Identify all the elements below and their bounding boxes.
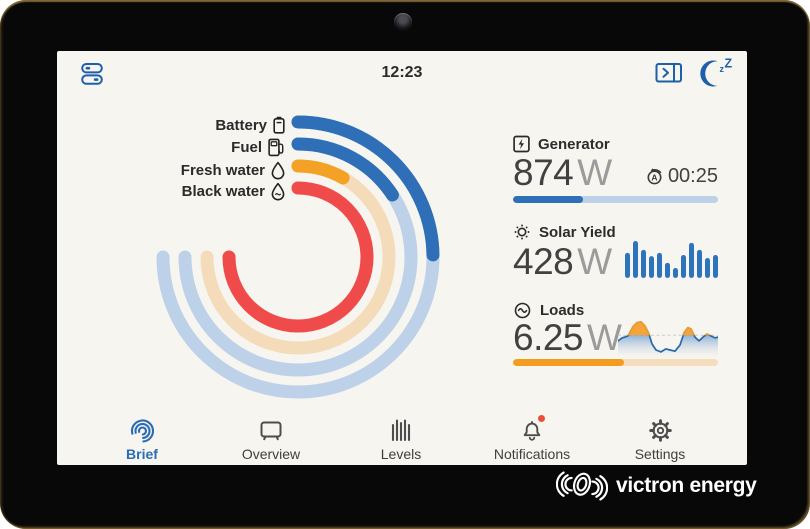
gauge-label-fuel: Fuel xyxy=(231,136,285,158)
nav-tab-notifications[interactable]: Notifications xyxy=(477,415,587,462)
generator-icon xyxy=(513,135,530,153)
tanks-battery-gauge xyxy=(156,115,440,399)
bell-icon xyxy=(523,421,541,441)
gauge-label-black-water: Black water xyxy=(182,180,285,202)
brief-icon xyxy=(130,419,154,443)
generator-timer: A 00:25 xyxy=(645,165,718,188)
fuel-pump-icon xyxy=(268,138,284,156)
screen: 12:23 z Z Battery xyxy=(57,51,747,465)
generator-label: Generator xyxy=(538,135,610,153)
gauge-label-battery: Battery xyxy=(215,114,285,136)
victron-logo: victron energy xyxy=(556,466,757,506)
generator-tile[interactable]: Generator xyxy=(513,135,610,153)
panel-exit-icon xyxy=(655,63,682,83)
gear-icon xyxy=(648,419,672,442)
loads-tile[interactable]: Loads xyxy=(513,301,584,320)
auto-start-timer-icon: A xyxy=(647,168,662,185)
loads-area-chart xyxy=(618,320,718,358)
solar-value: 428 W xyxy=(513,241,612,282)
nav-tab-levels[interactable]: Levels xyxy=(346,417,456,462)
moon-sleep-icon: z Z xyxy=(700,57,733,87)
levels-icon xyxy=(391,419,411,442)
overview-icon xyxy=(260,421,282,441)
waste-drop-icon xyxy=(271,182,285,200)
remote-console-button[interactable] xyxy=(655,62,683,84)
generator-progress-fill xyxy=(513,196,583,203)
generator-unit: W xyxy=(577,152,612,193)
victron-coil-icon xyxy=(556,471,608,501)
generator-progress-bar xyxy=(513,196,718,203)
nav-tab-brief[interactable]: Brief xyxy=(87,417,197,462)
solar-label: Solar Yield xyxy=(539,223,616,241)
ac-loads-icon xyxy=(514,302,531,319)
loads-progress-fill xyxy=(513,359,624,366)
brand-text: victron energy xyxy=(616,474,757,497)
water-drop-icon xyxy=(271,161,285,179)
svg-text:Z: Z xyxy=(725,57,733,71)
generator-value: 874 W xyxy=(513,152,612,193)
gauge-label-fresh-water: Fresh water xyxy=(181,159,285,181)
solar-unit: W xyxy=(577,241,612,282)
clock: 12:23 xyxy=(381,64,423,81)
nav-tab-settings[interactable]: Settings xyxy=(605,417,715,462)
loads-unit: W xyxy=(587,317,622,358)
solar-tile[interactable]: Solar Yield xyxy=(513,223,616,241)
battery-icon xyxy=(273,116,285,134)
sun-icon xyxy=(514,224,530,240)
svg-text:z: z xyxy=(720,64,725,74)
controls-toggle-button[interactable] xyxy=(81,62,103,86)
toggle-switches-icon xyxy=(81,63,103,85)
loads-label: Loads xyxy=(540,302,585,319)
nav-tab-overview[interactable]: Overview xyxy=(216,417,326,462)
camera-dot xyxy=(394,13,412,31)
loads-value: 6.25 W xyxy=(513,317,622,358)
loads-progress-bar xyxy=(513,359,718,366)
svg-text:A: A xyxy=(651,173,657,183)
notification-badge xyxy=(538,415,545,422)
display-sleep-button[interactable]: z Z xyxy=(696,57,736,89)
solar-bar-chart xyxy=(625,241,718,278)
